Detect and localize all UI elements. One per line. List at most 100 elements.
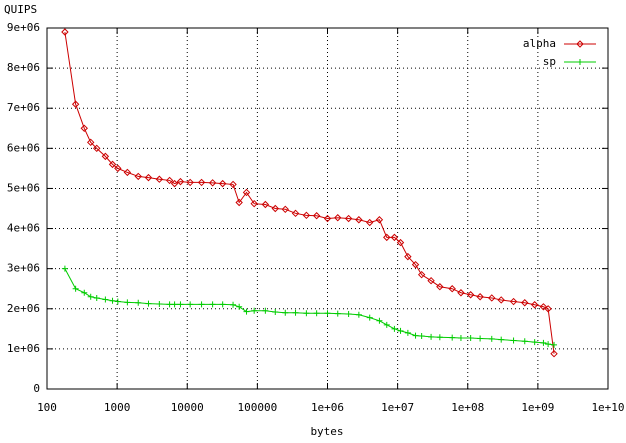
- point: [313, 310, 320, 317]
- point: [230, 301, 237, 308]
- point: [477, 335, 484, 342]
- point: [198, 301, 205, 308]
- point: [166, 301, 173, 308]
- legend-marker: [577, 59, 583, 65]
- point: [272, 308, 279, 315]
- point: [418, 333, 425, 340]
- point: [165, 176, 174, 185]
- point: [545, 341, 552, 348]
- y-axis-label: QUIPS: [4, 3, 37, 16]
- legend-label: alpha: [523, 37, 556, 50]
- point: [397, 327, 404, 334]
- point: [404, 329, 411, 336]
- point: [488, 294, 496, 302]
- point: [235, 198, 243, 207]
- x-tick-label: 100: [37, 401, 57, 414]
- point: [170, 179, 179, 188]
- point: [93, 294, 100, 301]
- y-tick-label: 5e+06: [7, 181, 40, 194]
- point: [93, 144, 101, 153]
- x-axis-label: bytes: [310, 425, 343, 438]
- y-tick-label: 2e+06: [7, 302, 40, 315]
- point: [186, 178, 194, 187]
- point: [261, 200, 270, 209]
- point: [521, 338, 528, 345]
- point: [236, 303, 243, 310]
- point: [466, 291, 475, 299]
- point: [102, 296, 109, 303]
- point: [376, 317, 383, 324]
- point: [488, 335, 495, 342]
- point: [61, 28, 69, 36]
- point: [124, 299, 131, 306]
- point: [114, 164, 122, 173]
- point: [292, 309, 299, 316]
- point: [324, 310, 331, 317]
- point: [282, 309, 289, 316]
- point: [366, 218, 374, 227]
- point: [383, 233, 391, 242]
- point: [187, 301, 194, 308]
- x-tick-label: 10000: [171, 401, 204, 414]
- point: [218, 179, 227, 188]
- series-line: [64, 31, 555, 354]
- point: [109, 297, 116, 304]
- point: [344, 214, 353, 223]
- point: [521, 299, 529, 307]
- point: [355, 311, 362, 318]
- point: [80, 124, 88, 132]
- point: [540, 339, 547, 346]
- x-tick-label: 1e+07: [381, 401, 414, 414]
- point: [251, 307, 258, 314]
- point: [209, 301, 216, 308]
- point: [208, 179, 217, 187]
- y-tick-label: 7e+06: [7, 101, 40, 114]
- y-tick-label: 8e+06: [7, 61, 40, 74]
- point: [436, 334, 443, 341]
- y-tick-label: 6e+06: [7, 141, 40, 154]
- x-tick-label: 1e+10: [591, 401, 624, 414]
- y-tick-label: 9e+06: [7, 21, 40, 34]
- point: [457, 335, 464, 342]
- point: [428, 333, 435, 340]
- point: [114, 298, 121, 305]
- point: [123, 168, 132, 177]
- point: [375, 216, 384, 224]
- point: [229, 180, 237, 189]
- point: [345, 310, 352, 317]
- plot-border: [46, 27, 609, 390]
- point: [427, 276, 435, 285]
- point: [436, 283, 444, 291]
- x-tick-label: 100000: [238, 401, 278, 414]
- point: [250, 199, 258, 208]
- point: [242, 188, 251, 197]
- point: [262, 307, 269, 314]
- y-tick-label: 1e+06: [7, 342, 40, 355]
- point: [61, 265, 68, 272]
- point: [144, 173, 153, 182]
- x-tick-label: 1e+06: [311, 401, 344, 414]
- point: [334, 310, 341, 317]
- point: [366, 314, 373, 321]
- point: [156, 300, 163, 307]
- point: [291, 209, 300, 218]
- point: [281, 205, 289, 214]
- point: [135, 299, 142, 306]
- point: [197, 178, 206, 187]
- point: [411, 260, 420, 269]
- x-tick-label: 1e+09: [521, 401, 554, 414]
- y-tick-label: 4e+06: [7, 222, 40, 235]
- x-tick-label: 1000: [104, 401, 131, 414]
- point: [323, 214, 332, 223]
- point: [498, 336, 505, 343]
- point: [108, 160, 117, 169]
- point: [476, 293, 484, 301]
- point: [176, 177, 185, 186]
- point: [509, 297, 518, 306]
- point: [544, 305, 552, 313]
- point: [396, 238, 405, 247]
- point: [155, 175, 164, 183]
- point: [530, 301, 539, 309]
- point: [417, 270, 426, 279]
- point: [302, 211, 311, 220]
